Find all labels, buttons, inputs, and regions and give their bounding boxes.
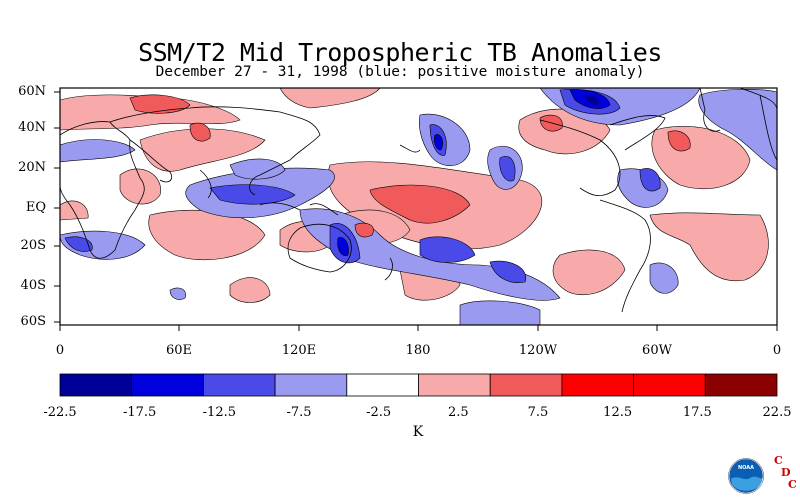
colorbar-segment-4 [346, 373, 419, 397]
lat-label-eq: EQ [25, 200, 46, 215]
lon-label-0-west: 0 [55, 343, 65, 358]
logo-letter-d: D [781, 466, 791, 479]
coastlines [60, 88, 777, 313]
lon-label-0-east: 0 [772, 343, 782, 358]
lat-label-20n: 20N [18, 160, 46, 175]
lat-label-40s: 40S [20, 278, 46, 293]
colorbar-tick-label: -12.5 [202, 405, 236, 420]
anomaly-field [60, 88, 777, 325]
lon-label-120w: 120W [518, 343, 558, 358]
lat-label-60s: 60S [20, 314, 46, 329]
colorbar-segment-2 [202, 373, 276, 397]
colorbar-tick-label: 2.5 [447, 405, 469, 420]
colorbar-tick-label: 17.5 [682, 405, 712, 420]
colorbar-tick-label: -17.5 [122, 405, 157, 420]
colorbar-unit: K [412, 424, 424, 440]
lon-label-60e: 60E [165, 343, 193, 358]
noaa-cdc-logo: NOAA C D C [728, 454, 796, 494]
colorbar-segment-8 [633, 373, 706, 397]
colorbar-tick-label: -22.5 [43, 405, 77, 420]
colorbar [59, 373, 778, 397]
map-title: SSM/T2 Mid Tropospheric TB Anomalies [138, 38, 662, 67]
lon-label-180: 180 [405, 343, 431, 358]
colorbar-tick-label: -7.5 [286, 405, 312, 420]
colorbar-tick-label: 22.5 [762, 405, 792, 420]
lat-label-20s: 20S [20, 238, 46, 253]
map-subtitle: December 27 - 31, 1998 (blue: positive m… [155, 64, 645, 80]
logo-letter-c2: C [788, 478, 796, 491]
colorbar-segment-6 [489, 373, 563, 397]
logo-letter-c1: C [774, 454, 783, 467]
logo-agency: NOAA [738, 465, 754, 471]
colorbar-tick-label: 12.5 [603, 405, 633, 420]
lon-label-60w: 60W [642, 343, 672, 358]
colorbar-segment-5 [418, 373, 491, 397]
colorbar-segment-0 [59, 373, 133, 397]
colorbar-segment-7 [561, 373, 635, 397]
colorbar-tick-label: 7.5 [527, 405, 549, 420]
colorbar-segment-3 [274, 373, 348, 397]
lon-label-120e: 120E [281, 343, 317, 358]
colorbar-segment-9 [704, 373, 778, 397]
colorbar-segment-1 [131, 373, 204, 397]
colorbar-tick-label: -2.5 [366, 405, 392, 420]
lat-label-40n: 40N [18, 120, 46, 135]
lat-label-60n: 60N [18, 84, 46, 99]
